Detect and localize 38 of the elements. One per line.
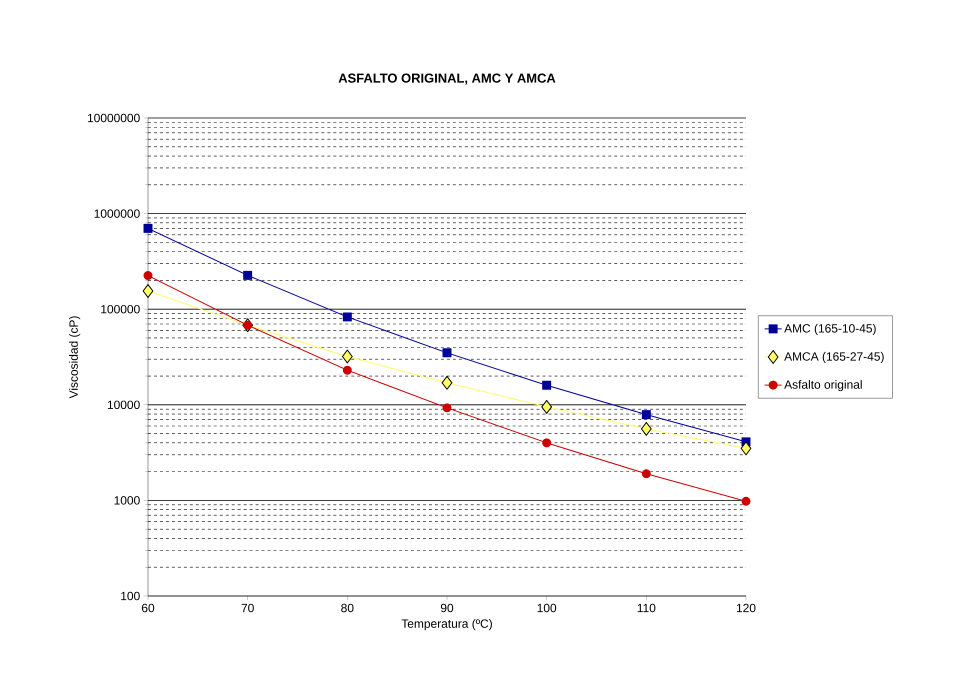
point (542, 380, 552, 390)
x-tick-label: 70 (242, 604, 254, 612)
point (442, 376, 452, 390)
x-tick-label: 120 (736, 604, 756, 612)
point (642, 410, 651, 420)
point (740, 441, 752, 456)
y-tick-label: 10000000 (88, 114, 140, 122)
point (342, 350, 353, 364)
point (541, 400, 552, 414)
x-tick-label: 90 (440, 604, 454, 612)
y-tick-label: 1000 (114, 496, 140, 505)
point (142, 284, 154, 298)
x-tick-label: 60 (142, 604, 154, 612)
point (243, 320, 252, 330)
x-tick-label: 100 (538, 604, 556, 612)
x-axis-title: Temperatura (ºC) (402, 619, 492, 630)
point (642, 469, 651, 478)
legend-label: AMCA (165-27-45) (784, 352, 884, 364)
point (442, 403, 452, 412)
point (442, 348, 452, 358)
y-tick-label: 1000000 (94, 209, 140, 218)
point (243, 270, 252, 280)
point (144, 224, 152, 233)
y-tick-label: 10000 (108, 400, 140, 410)
x-tick-label: 80 (341, 604, 354, 612)
point (640, 422, 652, 436)
y-tick-label: 100 (121, 592, 140, 600)
point (342, 366, 352, 375)
y-axis-title: Viscosidad (cP) (69, 316, 80, 398)
chart-title: ASFALTO ORIGINAL, AMC Y AMCA (338, 74, 556, 85)
y-tick-label: 100000 (101, 304, 140, 314)
x-tick-label: 110 (638, 604, 656, 612)
point (144, 271, 152, 280)
point (542, 438, 552, 448)
legend-label: Asfalto original (784, 380, 862, 392)
point (742, 496, 750, 506)
legend-label: AMC (165-10-45) (784, 324, 876, 335)
point (342, 312, 352, 322)
